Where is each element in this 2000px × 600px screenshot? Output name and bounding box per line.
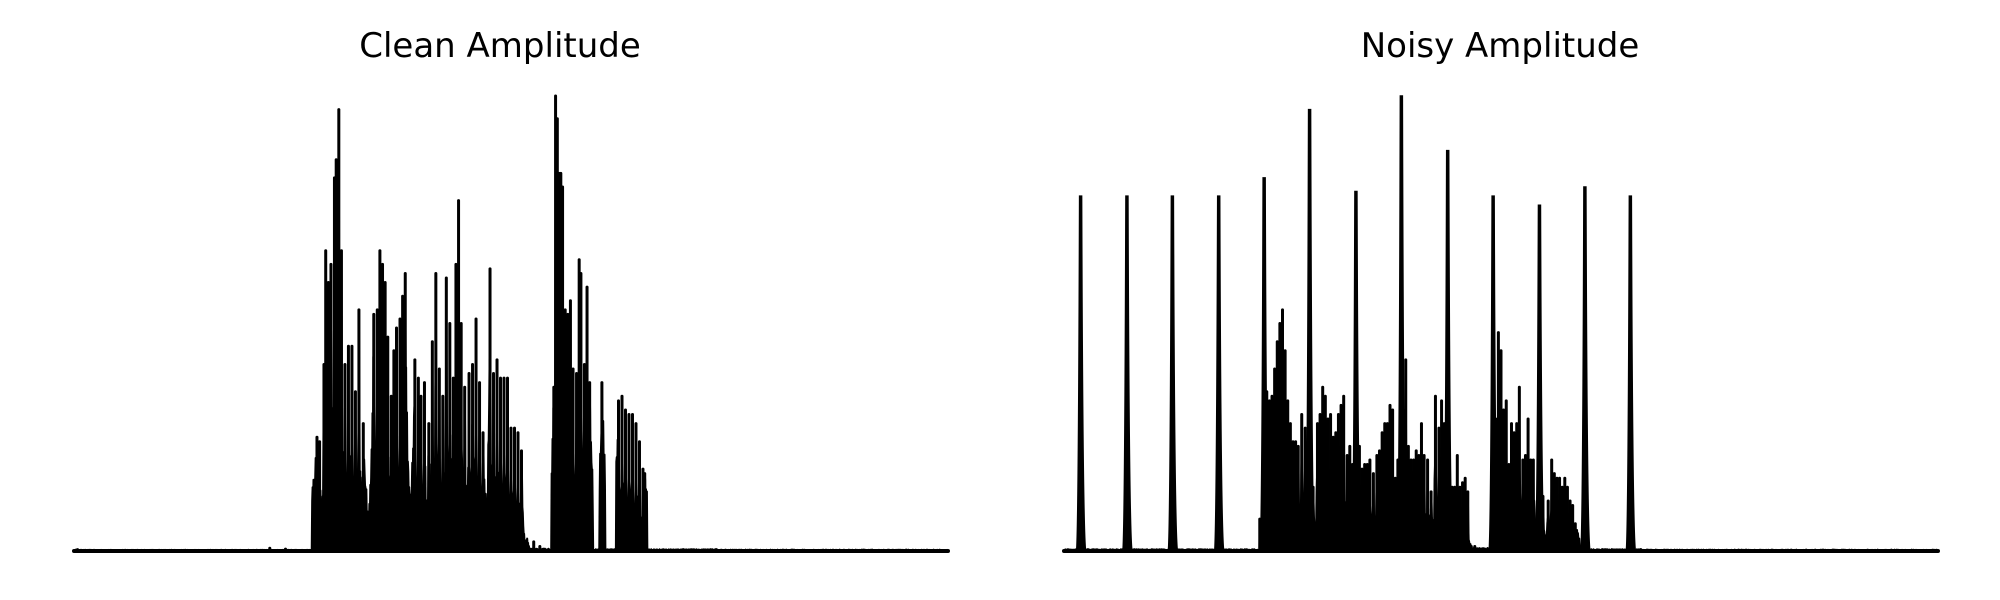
noise-spike-0 xyxy=(1075,195,1087,552)
noise-spike-10 xyxy=(1534,204,1546,552)
chart-panel-noisy: Noisy Amplitude xyxy=(1000,0,2000,600)
noise-spike-5 xyxy=(1304,108,1316,552)
plot-clean-amplitude xyxy=(72,94,950,553)
chart-title-clean: Clean Amplitude xyxy=(359,26,641,66)
noise-spike-11 xyxy=(1580,186,1591,552)
noise-spike-1 xyxy=(1122,195,1133,552)
noise-spike-4 xyxy=(1259,177,1271,552)
noise-spike-3 xyxy=(1213,195,1225,552)
noise-spike-2 xyxy=(1167,195,1179,552)
chart-title-noisy: Noisy Amplitude xyxy=(1360,26,1640,66)
noise-spike-9 xyxy=(1488,195,1499,552)
noise-spike-7 xyxy=(1396,95,1408,552)
noise-spike-8 xyxy=(1442,149,1454,552)
plot-noisy-amplitude xyxy=(1062,95,1940,553)
noise-spike-6 xyxy=(1351,190,1362,552)
noise-spike-12 xyxy=(1625,195,1637,552)
chart-panel-clean: Clean Amplitude xyxy=(72,26,950,553)
